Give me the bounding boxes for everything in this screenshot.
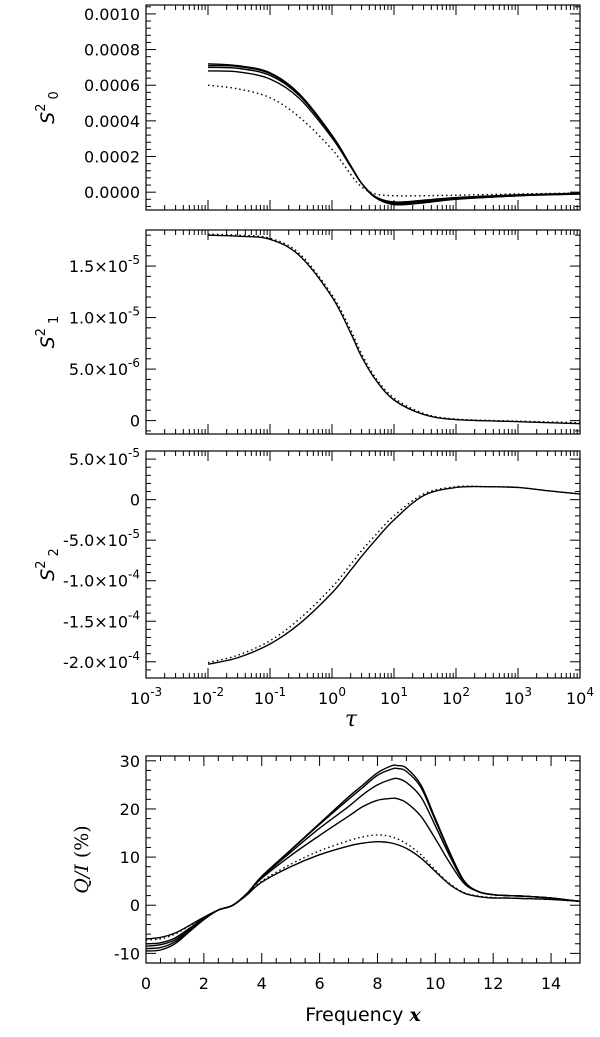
y-tick-label: 1.5×10-5 bbox=[69, 253, 140, 276]
series-line-solid-4 bbox=[146, 840, 580, 940]
series-line-dotted-5 bbox=[146, 834, 580, 941]
series-line-dotted-4 bbox=[207, 84, 580, 197]
x-tick-label: 14 bbox=[541, 974, 561, 993]
y-tick-label: -5.0×10-5 bbox=[63, 527, 140, 550]
x-tick-label: 8 bbox=[372, 974, 382, 993]
y-tick-label: 30 bbox=[120, 752, 140, 771]
x-tick-label: 4 bbox=[257, 974, 267, 993]
y-tick-label: 20 bbox=[120, 800, 140, 819]
y-tick-label: 0.0004 bbox=[84, 112, 140, 131]
series-line-dotted-1 bbox=[207, 233, 580, 424]
x-tick-label: 10-1 bbox=[254, 685, 286, 708]
y-tick-label: 5.0×10-5 bbox=[69, 446, 140, 469]
y-tick-label: 0 bbox=[130, 412, 140, 431]
y-tick-label: -10 bbox=[114, 944, 140, 963]
y-tick-label: 0.0002 bbox=[84, 148, 140, 167]
x-tick-label: 6 bbox=[315, 974, 325, 993]
panel-S2_1: 1.5×10-5 1.0×10-5 5.0×10-6 0 S21 bbox=[34, 229, 581, 435]
x-tick-label: 12 bbox=[483, 974, 503, 993]
series-line-solid-3 bbox=[207, 70, 580, 203]
x-tick-label: 10-2 bbox=[192, 685, 224, 708]
series-line-solid-1 bbox=[207, 64, 580, 205]
plot-frame bbox=[145, 4, 581, 211]
y-tick-label: -2.0×10-4 bbox=[63, 649, 140, 672]
panel-S2_0: 0.0010 0.0008 0.0006 0.0004 0.0002 0.0000 S20 bbox=[34, 4, 581, 211]
series-line-solid-0 bbox=[207, 234, 580, 425]
y-axis-title: S21 bbox=[34, 316, 62, 349]
y-tick-label: 0.0008 bbox=[84, 41, 140, 60]
y-tick-label: -1.0×10-4 bbox=[63, 568, 140, 591]
plot-frame bbox=[145, 229, 581, 435]
x-tick-label: 2 bbox=[199, 974, 209, 993]
x-tick-label: 103 bbox=[504, 685, 532, 708]
series-line-solid-0 bbox=[207, 63, 580, 206]
x-axis-title: τ bbox=[345, 707, 358, 732]
plot-frame bbox=[145, 450, 581, 679]
x-tick-label: 0 bbox=[141, 974, 151, 993]
x-axis-title: Frequency x bbox=[305, 1004, 421, 1026]
y-axis-title: Q/I (%) bbox=[71, 825, 93, 893]
y-axis-title: S22 bbox=[34, 548, 62, 581]
series-line-solid-0 bbox=[207, 485, 580, 665]
y-axis-title: S20 bbox=[34, 91, 62, 124]
series-line-solid-0 bbox=[146, 764, 580, 952]
x-tick-label: 101 bbox=[380, 685, 408, 708]
y-tick-label: -1.5×10-4 bbox=[63, 608, 140, 631]
y-tick-label: 10 bbox=[120, 848, 140, 867]
y-tick-label: 0 bbox=[130, 491, 140, 510]
series-line-solid-3 bbox=[146, 797, 580, 945]
panel-S2_2: 10-3 10-2 10-1 100 101 102 103 104 5.0×10-5 0 -5.0… bbox=[34, 446, 594, 732]
y-tick-label: 0.0000 bbox=[84, 183, 140, 202]
series-line-solid-2 bbox=[207, 66, 580, 204]
x-tick-label: 10 bbox=[425, 974, 445, 993]
x-tick-label: 102 bbox=[442, 685, 470, 708]
y-tick-label: 5.0×10-6 bbox=[69, 356, 140, 379]
x-tick-label: 10-3 bbox=[130, 685, 162, 708]
y-tick-label: 0.0006 bbox=[84, 76, 140, 95]
series-line-solid-2 bbox=[146, 777, 580, 947]
x-tick-label: 104 bbox=[566, 685, 594, 708]
x-tick-label: 100 bbox=[318, 685, 346, 708]
y-tick-label: 0.0010 bbox=[84, 5, 140, 24]
y-tick-label: 0 bbox=[130, 896, 140, 915]
series-line-dotted-1 bbox=[207, 485, 580, 664]
y-tick-label: 1.0×10-5 bbox=[69, 305, 140, 328]
